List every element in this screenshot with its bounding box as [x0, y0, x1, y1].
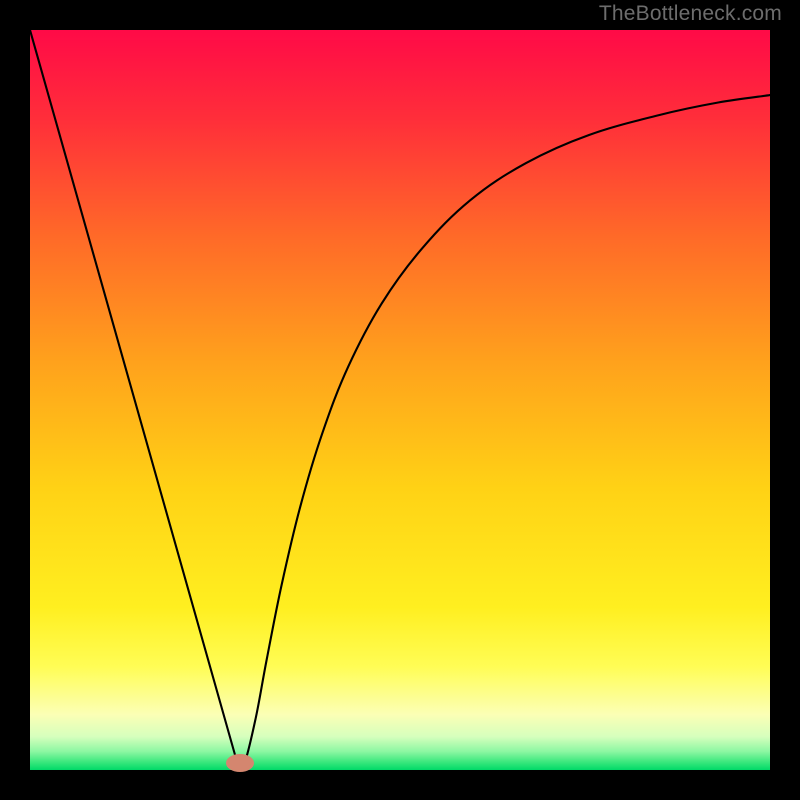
figure-canvas: TheBottleneck.com	[0, 0, 800, 800]
watermark-text: TheBottleneck.com	[599, 2, 782, 26]
bottleneck-curve	[30, 30, 770, 770]
minimum-marker	[226, 754, 254, 772]
plot-area	[30, 30, 770, 770]
